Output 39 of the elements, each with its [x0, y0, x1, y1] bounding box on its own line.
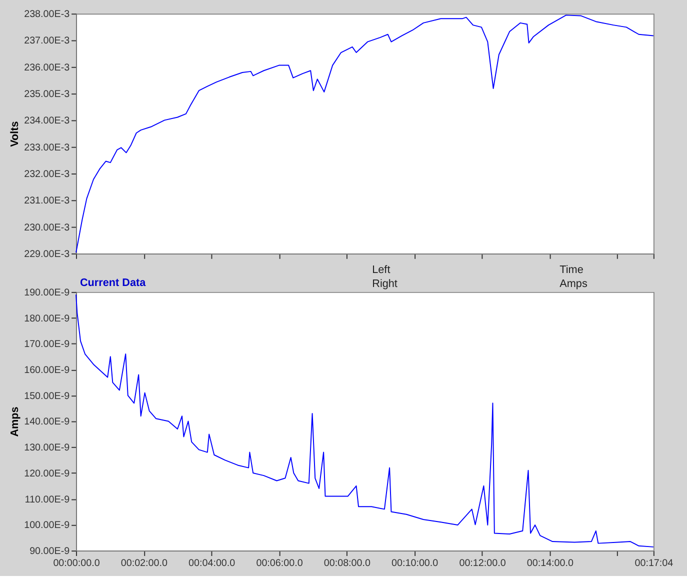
- y-axis-title: Volts: [9, 121, 22, 147]
- y-tick-label: 235.00E-3: [24, 89, 70, 100]
- y-tick-label: 90.00E-9: [30, 546, 70, 558]
- y-axis-title: Amps: [9, 406, 22, 437]
- y-tick-label: 120.00E-9: [24, 468, 70, 480]
- text: Time: [560, 264, 584, 276]
- x-tick-label: 00:08:00.0: [324, 558, 371, 569]
- text: Amps: [560, 278, 588, 290]
- y-tick-label: 110.00E-9: [24, 494, 70, 506]
- y-tick-label: 234.00E-3: [24, 116, 70, 127]
- y-tick-label: 130.00E-9: [24, 442, 70, 454]
- x-tick-label: 00:10:00.0: [392, 558, 439, 569]
- chart-title: Current Data: [80, 277, 147, 290]
- x-tick-label: 00:17:04: [634, 558, 674, 569]
- text: Right: [372, 278, 398, 290]
- y-tick-label: 190.00E-9: [24, 287, 70, 298]
- x-tick-label: 00:02:00.0: [120, 558, 168, 569]
- y-tick-label: 180.00E-9: [24, 313, 70, 324]
- line-series: [76, 14, 654, 254]
- y-tick-label: 140.00E-9: [24, 416, 70, 428]
- y-tick-label: 230.00E-3: [24, 222, 70, 234]
- x-tick-label: 00:14:00.0: [526, 558, 574, 569]
- y-tick-label: 150.00E-9: [24, 390, 70, 402]
- x-tick-label: 00:00:00.0: [53, 558, 100, 569]
- y-tick-label: 236.00E-3: [24, 62, 70, 74]
- y-tick-label: 100.00E-9: [24, 520, 70, 532]
- text: Left: [372, 264, 390, 276]
- y-tick-label: 231.00E-3: [24, 196, 70, 207]
- x-tick-label: 00:12:00.0: [459, 558, 506, 569]
- y-tick-label: 237.00E-3: [24, 36, 70, 47]
- y-tick-label: 160.00E-9: [24, 364, 70, 376]
- y-tick-label: 233.00E-3: [24, 142, 70, 154]
- y-tick-label: 229.00E-3: [24, 248, 70, 260]
- x-tick-label: 00:04:00.0: [188, 558, 236, 569]
- line-series: [76, 294, 654, 548]
- y-tick-label: 238.00E-3: [24, 9, 70, 20]
- x-tick-label: 00:06:00.0: [256, 558, 304, 569]
- y-tick-label: 170.00E-9: [24, 339, 70, 350]
- y-tick-label: 232.00E-3: [24, 168, 70, 180]
